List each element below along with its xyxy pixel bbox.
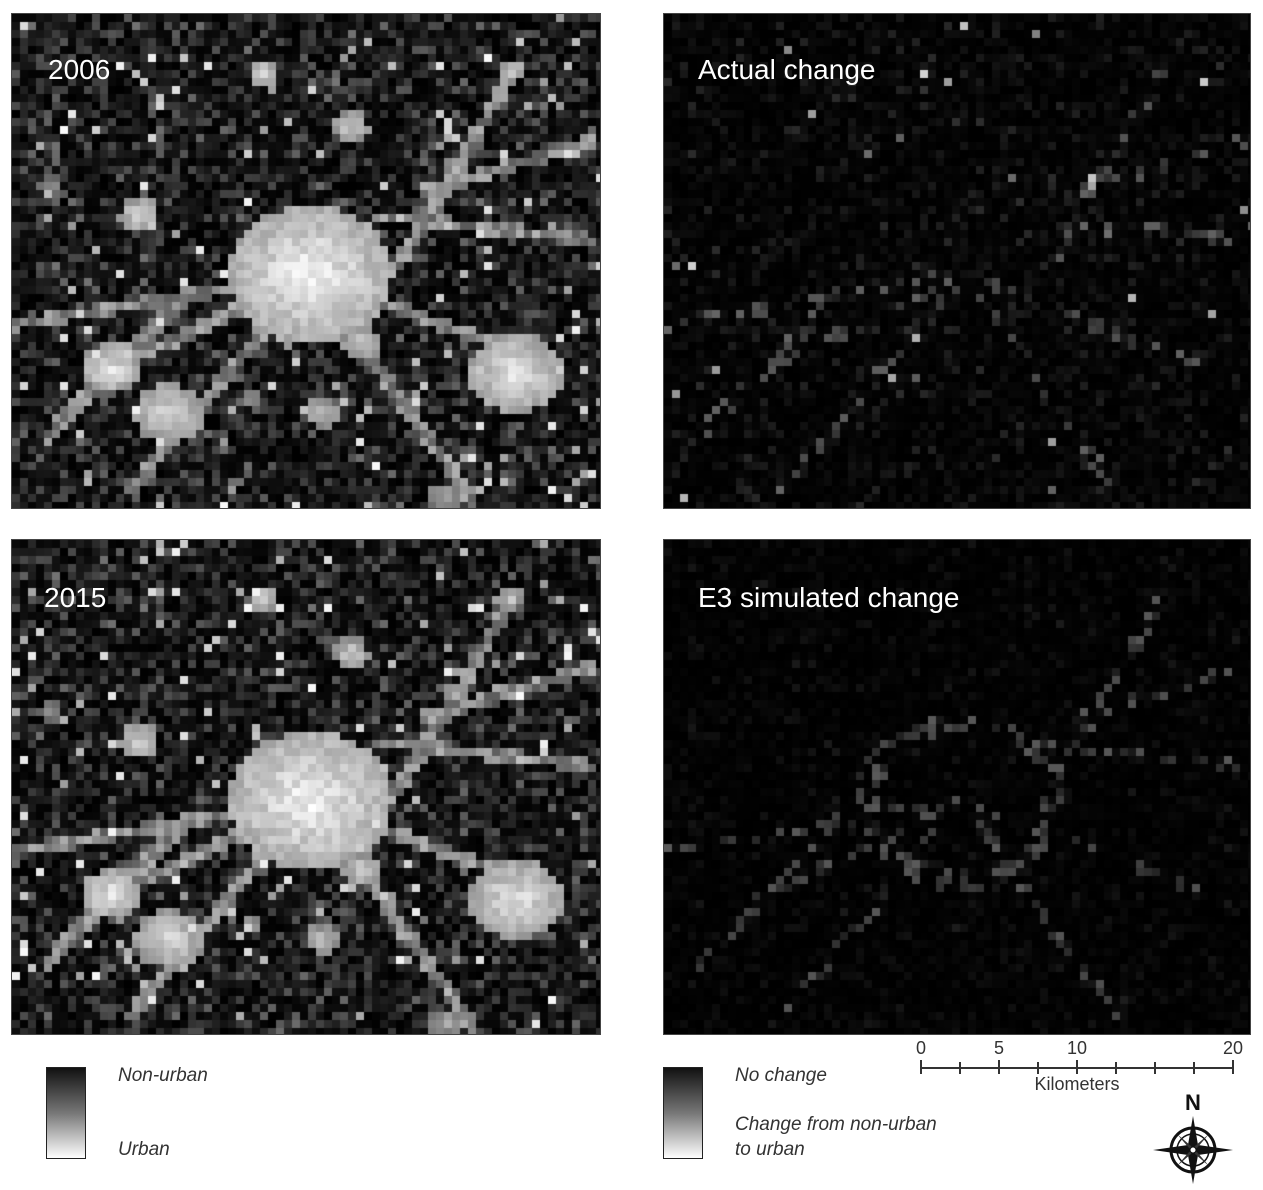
- scale-label-10: 10: [1066, 1038, 1088, 1058]
- map-raster-2015: [12, 540, 600, 1034]
- legend-label-change-line2: to urban: [735, 1139, 805, 1160]
- panel-title-actual-change: Actual change: [698, 54, 876, 85]
- legend-gradient-urban: [46, 1067, 86, 1159]
- scale-bar-ruler: [920, 1060, 1234, 1074]
- scale-label-20: 20: [1222, 1038, 1244, 1058]
- scale-units-label: Kilometers: [1034, 1074, 1120, 1094]
- legend-label-urban: Urban: [118, 1139, 170, 1160]
- map-raster-actual-change: [664, 14, 1250, 508]
- scale-label-5: 5: [993, 1038, 1005, 1058]
- scale-bar: 0 5 10 20 Kilometers: [905, 1038, 1250, 1098]
- scale-label-0: 0: [915, 1038, 927, 1058]
- panel-title-2006: 2006: [48, 54, 111, 85]
- map-raster-simulated-change: [664, 540, 1250, 1034]
- panel-title-simulated-change: E3 simulated change: [698, 582, 960, 613]
- legend-label-non-urban: Non-urban: [118, 1065, 208, 1086]
- map-panel-actual-change: Actual change: [663, 13, 1251, 509]
- legend-label-change-line1: Change from non-urban: [735, 1114, 937, 1135]
- north-label: N: [1185, 1090, 1201, 1115]
- map-panel-simulated-change: E3 simulated change: [663, 539, 1251, 1035]
- map-panel-2006: 2006: [11, 13, 601, 509]
- north-arrow: N: [1150, 1090, 1236, 1186]
- compass-rose-icon: [1153, 1116, 1233, 1184]
- map-raster-2006: [12, 14, 600, 508]
- legend-gradient-change: [663, 1067, 703, 1159]
- panel-title-2015: 2015: [44, 582, 107, 613]
- map-panel-2015: 2015: [11, 539, 601, 1035]
- legend-label-no-change: No change: [735, 1065, 827, 1086]
